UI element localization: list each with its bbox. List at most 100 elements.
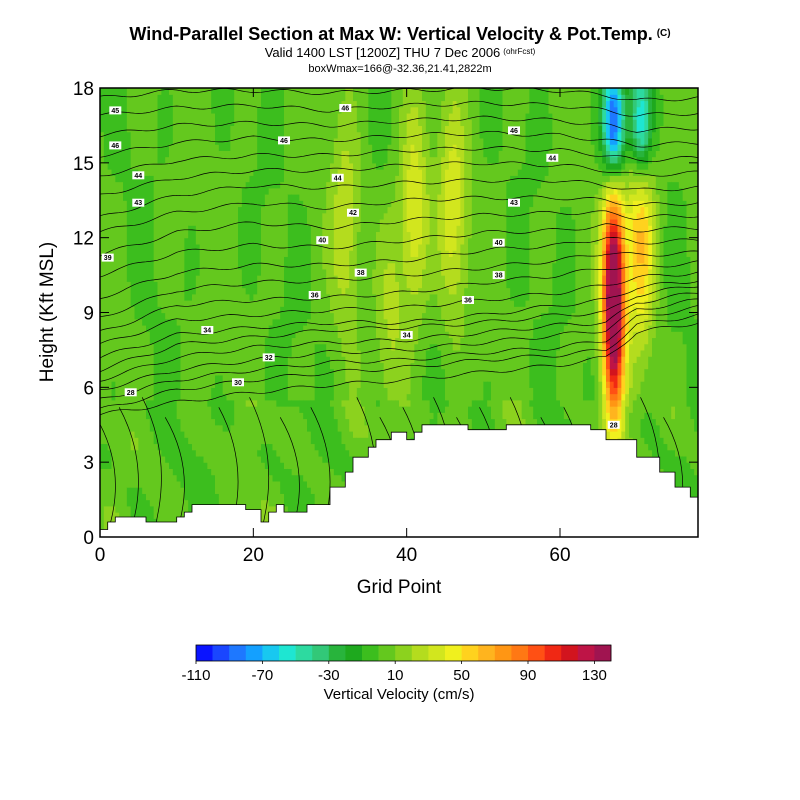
velocity-cell [341,406,346,445]
theta-contour-line [100,286,698,373]
theta-contour-line [100,146,698,177]
velocity-cell [257,106,262,276]
velocity-cell [130,487,136,519]
velocity-cell [594,300,599,357]
velocity-cell [157,449,162,537]
velocity-cell [169,144,174,320]
velocity-cell [422,100,427,158]
velocity-cell [268,399,274,445]
velocity-cell [126,131,132,282]
velocity-cell [295,399,300,407]
velocity-cell [629,312,634,345]
velocity-cell [640,150,645,158]
velocity-cell [617,175,622,183]
velocity-cell [613,94,619,108]
velocity-cell [356,231,362,351]
chart-title: Wind-Parallel Section at Max W: Vertical… [0,24,800,45]
velocity-cell [621,175,626,183]
velocity-cell [514,306,519,401]
velocity-cell [613,212,619,220]
velocity-cell [261,206,266,445]
velocity-cell [636,393,642,469]
theta-contour-line [100,322,698,416]
velocity-cell [502,88,507,401]
velocity-cell [261,88,266,208]
velocity-cell [556,88,561,214]
velocity-cell [548,88,553,114]
velocity-cell [606,144,611,151]
velocity-cell [188,443,193,537]
velocity-cell [483,88,488,158]
velocity-cell [606,331,611,345]
velocity-cell [299,331,304,401]
theta-contour-label: 38 [354,268,367,277]
velocity-cell [326,181,331,295]
velocity-cell [276,455,281,482]
velocity-cell [494,162,500,432]
velocity-cell [364,88,369,426]
contour-label-box [232,378,244,387]
contour-label-box [132,198,145,207]
velocity-cell [395,399,400,463]
theta-contour-label: 44 [132,171,145,180]
velocity-cell [291,337,297,401]
contour-label-box [354,268,367,277]
velocity-cell [115,88,120,183]
velocity-cell [640,100,645,133]
velocity-cell [146,175,151,332]
velocity-cell [648,412,653,451]
theta-contour-line [100,88,698,102]
velocity-cell [609,150,615,158]
velocity-cell [149,505,155,537]
velocity-cell [652,88,657,133]
velocity-cell [322,268,327,345]
velocity-cell [257,88,262,108]
velocity-cell [222,393,228,432]
velocity-cell [694,474,698,513]
velocity-cell [640,381,645,420]
velocity-cell [602,393,607,420]
velocity-cell [456,349,461,476]
velocity-cell [621,356,626,376]
velocity-cell [544,175,550,314]
velocity-cell [498,88,504,151]
velocity-cell [445,88,450,127]
velocity-cell [652,156,657,176]
velocity-cell [318,343,323,457]
velocity-cell [606,137,611,145]
theta-contour-label: 30 [232,378,244,387]
colorbar-swatch [411,645,429,661]
velocity-cell [625,362,630,395]
velocity-cell [161,455,166,537]
velocity-cell [149,175,155,345]
velocity-cell [287,356,293,401]
velocity-cell [100,468,105,537]
velocity-cell [402,275,408,407]
velocity-cell [433,293,438,345]
theta-contour-label: 44 [546,153,559,162]
theta-contour-label: 40 [316,236,329,245]
velocity-cell [249,175,254,301]
velocity-cell [609,100,615,139]
velocity-cell [659,94,665,127]
velocity-cell [632,200,638,220]
velocity-cell [276,480,281,513]
velocity-cell [372,293,377,537]
velocity-cell [479,399,484,451]
velocity-cell [548,112,553,151]
theta-contour-label: 42 [347,208,359,217]
velocity-cell [537,88,542,189]
velocity-cell [111,505,116,537]
velocity-cell [448,112,454,151]
velocity-cell [230,88,235,127]
velocity-cell [675,181,680,332]
contour-label-box [331,173,344,182]
velocity-cell [180,487,185,537]
contour-label-text: 38 [357,270,365,277]
velocity-cell [644,144,649,151]
velocity-cell [272,88,277,189]
velocity-cell [333,88,339,139]
colorbar-frame [195,644,612,662]
chart-subtitle-2: boxWmax=166@-32.36,21.41,2822m [308,63,492,75]
velocity-cell [556,349,561,401]
